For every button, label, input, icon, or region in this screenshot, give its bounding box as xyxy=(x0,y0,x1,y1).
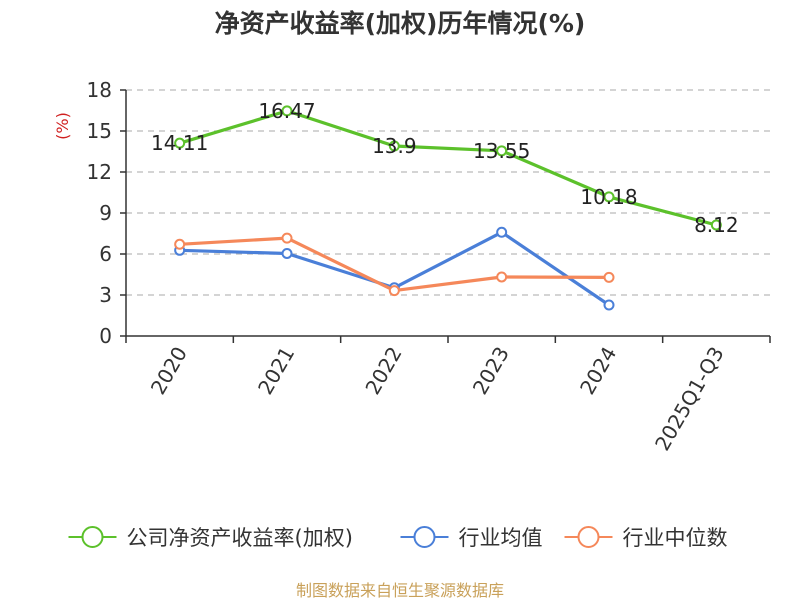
legend-item-1: 行业均值 xyxy=(400,526,543,550)
y-tick-label: 18 xyxy=(87,78,112,102)
y-tick-label: 0 xyxy=(99,324,112,348)
data-point xyxy=(603,191,615,203)
data-labels: 14.11 16.47 13.9 13.55 10.18 8.12 xyxy=(151,99,739,237)
x-tick-label: 2020 xyxy=(146,343,192,399)
x-tick-label: 2022 xyxy=(360,343,406,399)
data-point xyxy=(603,299,615,311)
data-point xyxy=(388,285,400,297)
x-tick-label: 2023 xyxy=(468,342,514,398)
data-point xyxy=(710,219,722,231)
data-label: 14.11 xyxy=(151,131,208,155)
x-tick-label: 2024 xyxy=(575,343,621,399)
data-label: 10.18 xyxy=(580,185,637,209)
y-tick-label: 12 xyxy=(87,160,112,184)
data-point xyxy=(496,226,508,238)
y-tick-label: 9 xyxy=(99,201,112,225)
legend-item-0: 公司净资产收益率(加权) xyxy=(68,526,353,550)
legend-item-2: 行业中位数 xyxy=(564,526,728,550)
data-point xyxy=(174,238,186,250)
y-axis-unit-label: (%) xyxy=(53,112,72,140)
data-point xyxy=(603,271,615,283)
gridlines xyxy=(126,89,770,296)
data-point xyxy=(281,247,293,259)
legend-label: 行业中位数 xyxy=(623,526,728,550)
data-point xyxy=(174,137,186,149)
legend-marker-icon xyxy=(577,526,600,548)
legend-label: 行业均值 xyxy=(459,526,543,550)
series-lines xyxy=(174,105,722,311)
legend: 公司净资产收益率(加权) 行业均值 行业中位数 xyxy=(68,526,728,550)
data-point xyxy=(496,145,508,157)
data-label: 13.9 xyxy=(372,134,417,158)
legend-marker-icon xyxy=(413,526,436,548)
x-tick-label: 2021 xyxy=(253,343,299,399)
data-point xyxy=(388,140,400,152)
legend-label: 公司净资产收益率(加权) xyxy=(127,526,353,550)
x-tick-label: 2025Q1-Q3 xyxy=(650,343,729,455)
data-point xyxy=(281,232,293,244)
data-label: 8.12 xyxy=(694,213,739,237)
series-line-0 xyxy=(178,109,718,227)
y-tick-label: 6 xyxy=(99,242,112,266)
data-label: 16.47 xyxy=(258,99,315,123)
legend-marker-icon xyxy=(81,526,104,548)
y-tick-label: 15 xyxy=(87,119,112,143)
data-point xyxy=(496,271,508,283)
data-label: 13.55 xyxy=(473,139,530,163)
source-note: 制图数据来自恒生聚源数据库 xyxy=(296,581,504,600)
chart-title: 净资产收益率(加权)历年情况(%) xyxy=(215,9,586,38)
y-tick-label: 3 xyxy=(99,283,112,307)
data-point xyxy=(281,105,293,117)
